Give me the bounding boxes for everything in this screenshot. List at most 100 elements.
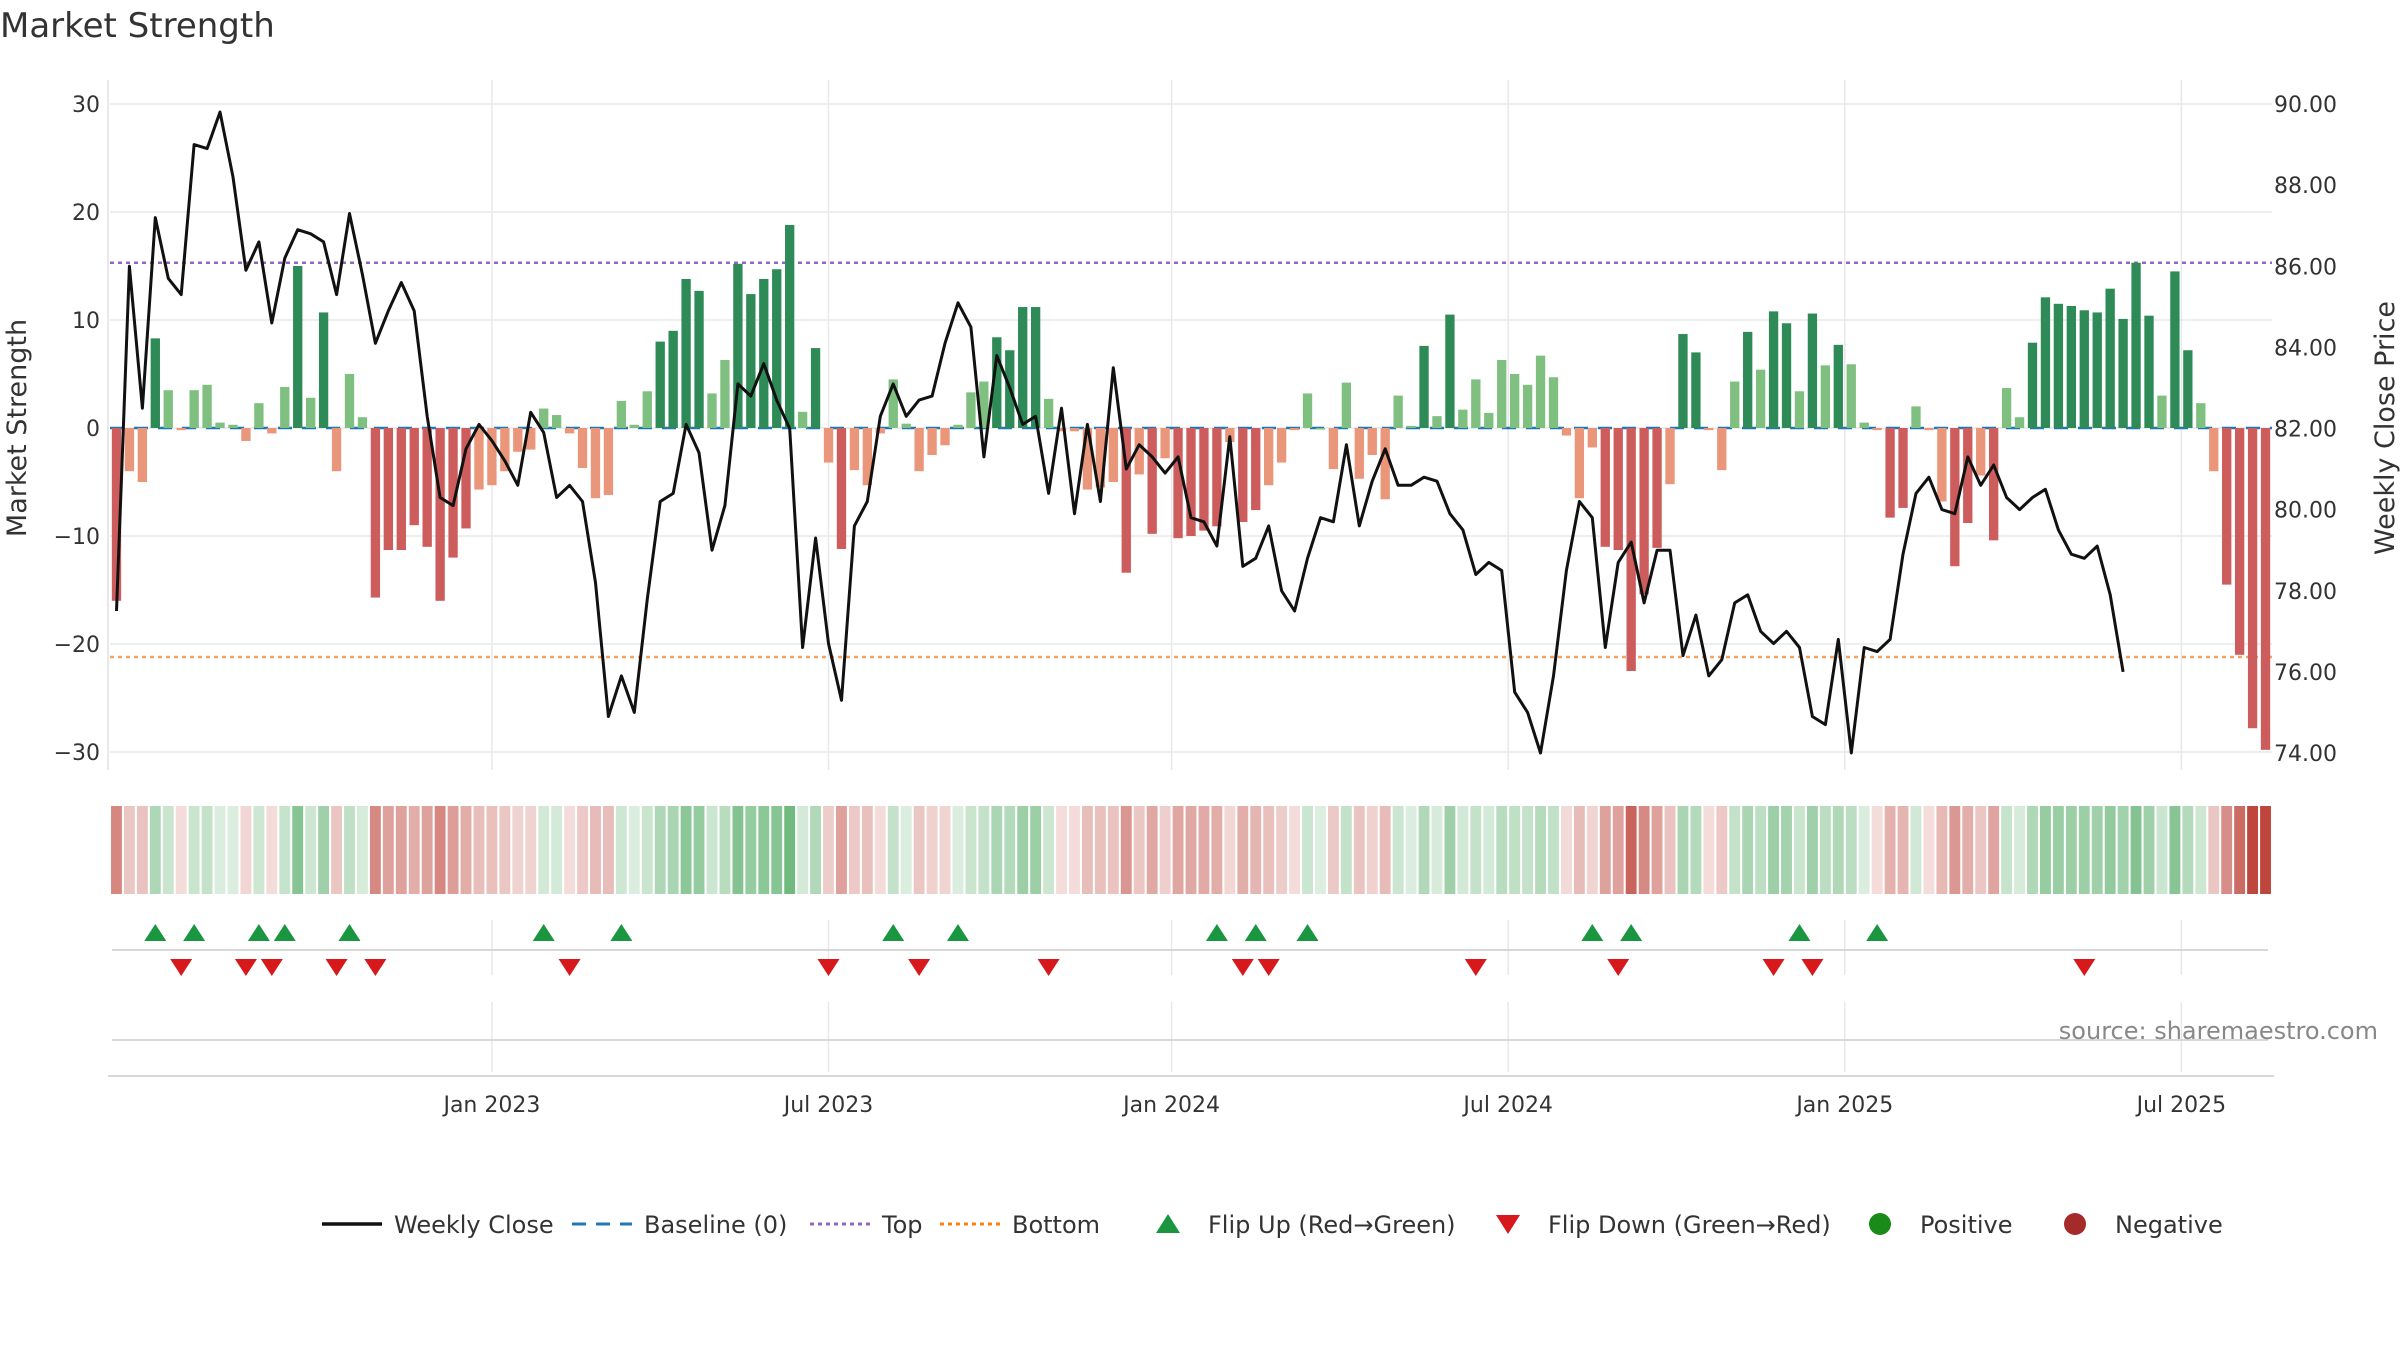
heat-cell bbox=[1988, 806, 2000, 894]
strength-bar bbox=[228, 424, 238, 428]
flip-up-marker bbox=[273, 924, 296, 941]
strength-bar bbox=[797, 411, 808, 428]
strength-bar bbox=[1820, 365, 1831, 428]
strength-bar bbox=[1613, 428, 1623, 551]
heat-cell bbox=[641, 806, 653, 894]
strength-bar bbox=[331, 428, 342, 472]
heat-cell bbox=[1289, 806, 1301, 894]
strength-bar bbox=[1704, 428, 1714, 431]
heat-cell bbox=[1560, 806, 1572, 894]
heat-cell bbox=[136, 806, 148, 894]
flip-up-marker bbox=[338, 924, 361, 941]
heat-cell bbox=[939, 806, 951, 894]
heat-cell bbox=[512, 806, 524, 894]
flip-down-marker bbox=[1231, 959, 1254, 976]
strength-bar bbox=[1108, 428, 1118, 482]
heat-cell bbox=[1133, 806, 1145, 894]
strength-bar bbox=[2092, 312, 2102, 428]
heat-cell bbox=[810, 806, 822, 894]
strength-bar bbox=[124, 428, 135, 472]
flip-up-marker bbox=[532, 924, 555, 941]
heat-cell bbox=[305, 806, 317, 894]
heat-cell bbox=[1599, 806, 1611, 894]
strength-bar bbox=[2209, 428, 2219, 472]
heat-cell bbox=[1483, 806, 1495, 894]
flip-up-marker bbox=[1620, 924, 1643, 941]
heat-cell bbox=[1755, 806, 1767, 894]
heat-cell bbox=[1845, 806, 1857, 894]
heat-cell bbox=[1405, 806, 1417, 894]
strength-bar bbox=[1445, 314, 1455, 428]
strength-bar bbox=[1121, 428, 1131, 573]
left-tick-label: 10 bbox=[72, 309, 100, 334]
heat-cell bbox=[538, 806, 550, 894]
strength-bar bbox=[603, 428, 614, 495]
heat-cell bbox=[369, 806, 381, 894]
heat-cell bbox=[1716, 806, 1728, 894]
strength-bar bbox=[1691, 352, 1701, 428]
heat-cell bbox=[551, 806, 563, 894]
heat-cell bbox=[1366, 806, 1378, 894]
strength-bar bbox=[2118, 318, 2128, 428]
heat-cell bbox=[499, 806, 511, 894]
heat-cell bbox=[1069, 806, 1080, 894]
grid-layer bbox=[110, 80, 2272, 1072]
heat-cell bbox=[421, 806, 433, 894]
right-axis-label: Weekly Close Price bbox=[2370, 301, 2400, 555]
strength-bar bbox=[280, 386, 290, 428]
strength-bar bbox=[1859, 422, 1869, 428]
left-tick-label: 20 bbox=[72, 201, 100, 226]
heat-cell bbox=[2052, 806, 2064, 894]
heat-cell bbox=[1806, 806, 1818, 894]
flip-down-marker bbox=[260, 959, 283, 976]
strength-bar bbox=[383, 428, 394, 551]
heat-cell bbox=[1949, 806, 1961, 894]
strength-bar bbox=[590, 428, 601, 499]
heat-cell bbox=[266, 806, 278, 894]
legend-item: Flip Up (Red→Green) bbox=[1156, 1211, 1456, 1239]
strength-bar bbox=[1794, 391, 1805, 428]
legend-item: Flip Down (Green→Red) bbox=[1496, 1211, 1831, 1239]
heat-cell bbox=[745, 806, 757, 894]
strength-bar bbox=[189, 390, 199, 428]
heat-cell bbox=[1107, 806, 1119, 894]
heat-cell bbox=[577, 806, 588, 894]
heat-cell bbox=[913, 806, 925, 894]
flip-up-marker bbox=[1866, 924, 1889, 941]
heat-cell bbox=[1444, 806, 1456, 894]
strength-bar bbox=[357, 417, 368, 428]
flip-down-marker bbox=[325, 959, 348, 976]
heat-cell bbox=[201, 806, 213, 894]
heat-cell bbox=[214, 806, 226, 894]
strength-bar bbox=[1276, 428, 1287, 463]
weekly-close-line bbox=[115, 110, 2125, 755]
heat-cell bbox=[719, 806, 731, 894]
heat-cell bbox=[1677, 806, 1689, 894]
heat-cell bbox=[292, 806, 304, 894]
flip-up-marker bbox=[946, 924, 969, 941]
heat-cell bbox=[1832, 806, 1844, 894]
heat-cell bbox=[1004, 806, 1016, 894]
heat-cell bbox=[279, 806, 291, 894]
legend-swatch bbox=[1156, 1214, 1180, 1233]
strength-bar bbox=[1509, 374, 1520, 428]
heat-cell bbox=[1509, 806, 1521, 894]
flip-up-marker bbox=[1244, 924, 1267, 941]
heat-cell bbox=[2001, 806, 2013, 894]
legend-label: Weekly Close bbox=[394, 1211, 554, 1239]
legend-label: Bottom bbox=[1012, 1211, 1100, 1239]
strength-bar bbox=[746, 294, 756, 428]
heat-cell bbox=[2091, 806, 2103, 894]
heat-cell bbox=[1185, 806, 1197, 894]
strength-bar bbox=[318, 312, 329, 428]
strength-bar bbox=[1315, 428, 1326, 430]
heat-cell bbox=[680, 806, 692, 894]
flip-down-marker bbox=[1801, 959, 1824, 976]
strength-bar bbox=[1743, 331, 1753, 428]
strength-bar bbox=[551, 415, 562, 428]
strength-bar bbox=[435, 428, 445, 601]
strength-bar bbox=[1264, 428, 1274, 486]
strength-bar bbox=[111, 428, 122, 601]
legend-label: Flip Down (Green→Red) bbox=[1548, 1211, 1831, 1239]
strength-bar bbox=[526, 428, 536, 450]
